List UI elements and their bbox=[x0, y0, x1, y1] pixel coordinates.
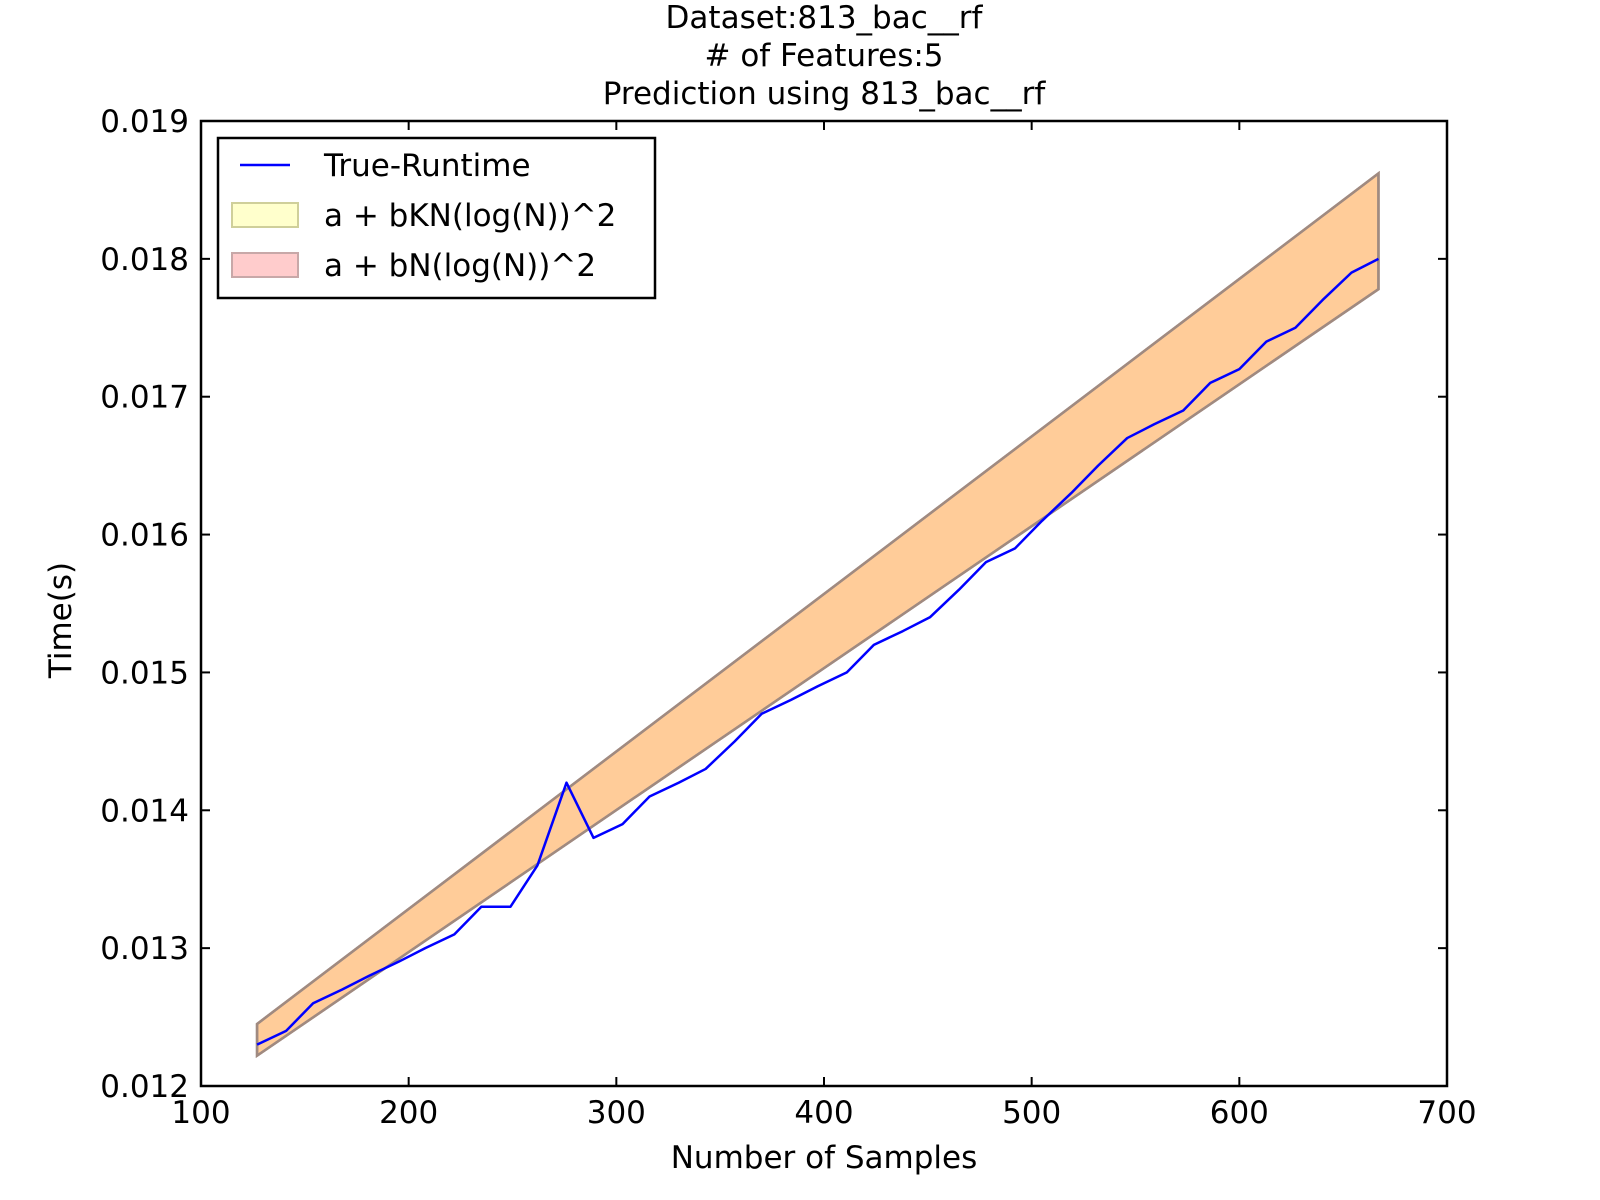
y-axis-label: Time(s) bbox=[43, 562, 79, 679]
y-tick-label: 0.018 bbox=[100, 242, 189, 278]
x-tick-label: 600 bbox=[1210, 1095, 1269, 1131]
x-tick-label: 400 bbox=[794, 1095, 853, 1131]
y-tick-label: 0.019 bbox=[100, 104, 189, 140]
legend-label-bkn: a + bKN(log(N))^2 bbox=[324, 198, 616, 234]
x-axis-label: Number of Samples bbox=[671, 1140, 978, 1176]
x-tick-label: 200 bbox=[379, 1095, 438, 1131]
y-tick-label: 0.017 bbox=[100, 380, 189, 416]
x-tick-label: 100 bbox=[171, 1095, 230, 1131]
legend-label-bn: a + bN(log(N))^2 bbox=[324, 248, 596, 284]
y-tick-label: 0.016 bbox=[100, 518, 189, 554]
title-line-1: Dataset:813_bac__rf bbox=[666, 0, 984, 36]
band-bn bbox=[255, 170, 1380, 1059]
y-tick-label: 0.014 bbox=[100, 793, 189, 829]
series-line-true-runtime bbox=[256, 257, 1380, 1046]
x-tick-label: 300 bbox=[587, 1095, 646, 1131]
x-tick-label: 500 bbox=[1002, 1095, 1061, 1131]
axis-ticks: 100 200 300 400 500 600 700 0.012 0.013 0.014 0.01… bbox=[100, 104, 1476, 1131]
title-line-3: Prediction using 813_bac__rf bbox=[603, 76, 1047, 112]
legend-swatch-bkn bbox=[231, 202, 299, 228]
plot-area bbox=[255, 170, 1380, 1059]
legend-swatch-bn bbox=[231, 252, 299, 278]
y-tick-label: 0.012 bbox=[100, 1069, 189, 1105]
y-tick-label: 0.013 bbox=[100, 931, 189, 967]
legend-label-true-runtime: True-Runtime bbox=[323, 148, 531, 184]
title-line-2: # of Features:5 bbox=[704, 38, 943, 74]
chart-title: Dataset:813_bac__rf # of Features:5 Pred… bbox=[603, 0, 1047, 112]
plot-frame bbox=[199, 119, 1449, 1088]
x-tick-label: 700 bbox=[1417, 1095, 1476, 1131]
legend: True-Runtime a + bKN(log(N))^2 a + bN(lo… bbox=[216, 136, 657, 300]
y-tick-label: 0.015 bbox=[100, 655, 189, 691]
